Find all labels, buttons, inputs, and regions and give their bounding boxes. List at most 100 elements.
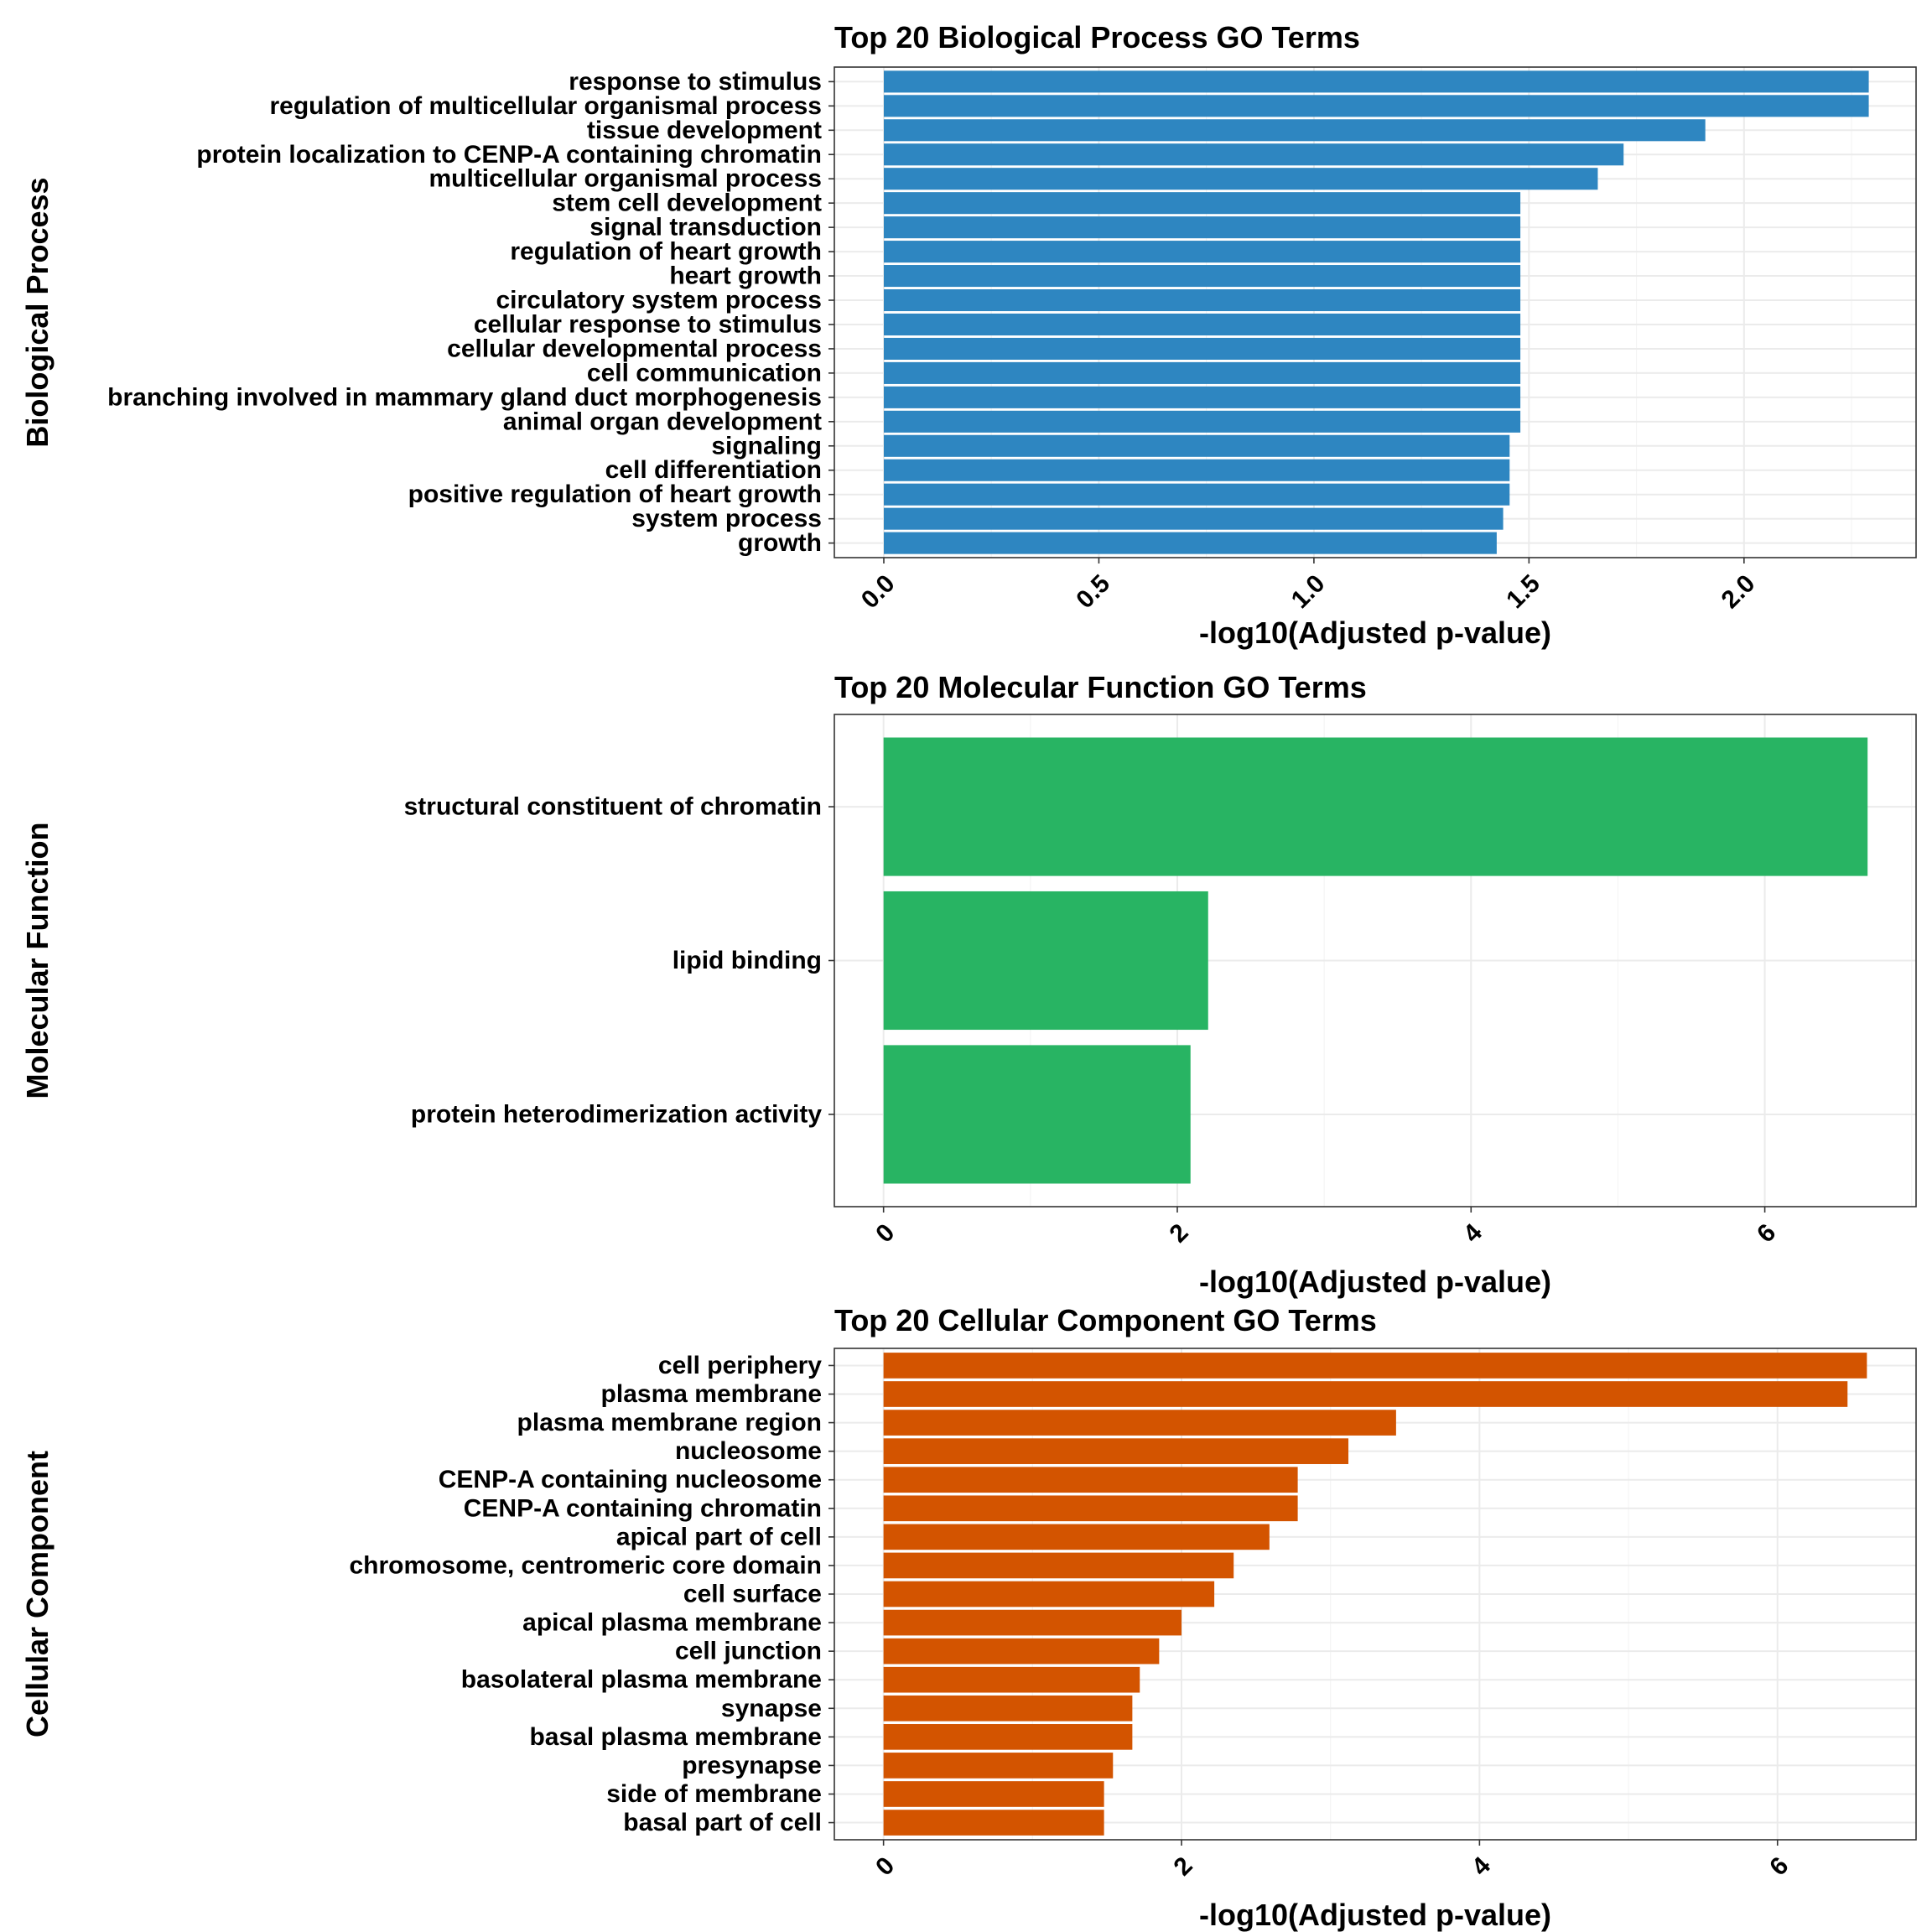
biological-process-category-label: circulatory system process bbox=[496, 287, 822, 314]
cellular-component-category-label: basolateral plasma membrane bbox=[461, 1666, 822, 1694]
cellular-component-category-label: CENP-A containing nucleosome bbox=[439, 1466, 822, 1493]
biological-process-y-axis-title: Biological Process bbox=[20, 177, 55, 447]
cellular-component-category-label: cell periphery bbox=[658, 1352, 822, 1379]
biological-process-bar bbox=[883, 337, 1521, 360]
molecular-function-x-tick-label: 6 bbox=[1752, 1218, 1781, 1248]
biological-process-bar bbox=[883, 265, 1521, 288]
biological-process-bar bbox=[883, 119, 1706, 142]
biological-process-x-tick-label: 1.5 bbox=[1501, 569, 1545, 614]
cellular-component-bar bbox=[883, 1353, 1867, 1379]
cellular-component-category-label: basal part of cell bbox=[623, 1809, 822, 1836]
biological-process-bar bbox=[883, 313, 1521, 336]
biological-process-bar bbox=[883, 143, 1624, 166]
cellular-component-bar bbox=[883, 1381, 1848, 1407]
molecular-function-category-label: protein heterodimerization activity bbox=[411, 1100, 822, 1128]
cellular-component-bar bbox=[883, 1609, 1182, 1636]
biological-process-bar bbox=[883, 386, 1521, 408]
cellular-component-category-label: apical plasma membrane bbox=[522, 1609, 822, 1637]
molecular-function-title: Top 20 Molecular Function GO Terms bbox=[834, 670, 1367, 704]
cellular-component-category-label: CENP-A containing chromatin bbox=[464, 1494, 822, 1522]
biological-process-category-label: cellular response to stimulus bbox=[474, 310, 822, 338]
biological-process-bar bbox=[883, 361, 1521, 384]
molecular-function-x-tick-label: 2 bbox=[1165, 1218, 1194, 1248]
biological-process-category-label: response to stimulus bbox=[569, 68, 822, 96]
biological-process-category-label: animal organ development bbox=[503, 408, 822, 435]
biological-process-bar bbox=[883, 70, 1869, 93]
cellular-component-bar bbox=[883, 1724, 1133, 1750]
biological-process-category-label: growth bbox=[738, 529, 822, 557]
molecular-function-category-label: structural constituent of chromatin bbox=[404, 793, 822, 821]
biological-process-panel-border bbox=[834, 66, 1917, 558]
cellular-component-bar bbox=[883, 1781, 1104, 1807]
biological-process-category-label: regulation of multicellular organismal p… bbox=[270, 92, 823, 120]
biological-process-bar bbox=[883, 288, 1521, 312]
biological-process-category-label: branching involved in mammary gland duct… bbox=[107, 383, 822, 411]
biological-process-title: Top 20 Biological Process GO Terms bbox=[834, 20, 1360, 55]
cellular-component-x-axis-title: -log10(Adjusted p-value) bbox=[1199, 1898, 1551, 1932]
cellular-component-bar bbox=[883, 1410, 1396, 1436]
molecular-function-category-label: lipid binding bbox=[673, 947, 822, 974]
cellular-component-category-label: apical part of cell bbox=[616, 1523, 822, 1550]
cellular-component-category-label: nucleosome bbox=[675, 1437, 822, 1465]
biological-process-category-label: protein localization to CENP-A containin… bbox=[196, 141, 822, 169]
cellular-component-y-axis-title: Cellular Component bbox=[20, 1451, 55, 1737]
molecular-function-x-tick-label: 0 bbox=[870, 1218, 900, 1248]
biological-process-bar bbox=[883, 532, 1497, 554]
cellular-component-bar bbox=[883, 1638, 1160, 1665]
biological-process-category-label: tissue development bbox=[587, 117, 822, 144]
cellular-component-category-label: synapse bbox=[721, 1695, 822, 1722]
cellular-component-x-tick-label: 0 bbox=[870, 1852, 900, 1881]
cellular-component-category-label: presynapse bbox=[682, 1752, 822, 1779]
cellular-component-category-label: plasma membrane bbox=[601, 1380, 822, 1408]
cellular-component-category-label: basal plasma membrane bbox=[529, 1723, 822, 1751]
biological-process-category-label: signal transduction bbox=[589, 214, 822, 242]
biological-process-category-label: regulation of heart growth bbox=[510, 238, 822, 266]
molecular-function-x-axis-title: -log10(Adjusted p-value) bbox=[1199, 1265, 1551, 1299]
cellular-component-x-tick-label: 2 bbox=[1169, 1852, 1198, 1881]
biological-process-category-label: heart growth bbox=[669, 262, 822, 290]
molecular-function-bar bbox=[883, 891, 1208, 1031]
biological-process-bar bbox=[883, 507, 1504, 530]
molecular-function-y-axis-title: Molecular Function bbox=[20, 822, 55, 1098]
biological-process-x-axis-title: -log10(Adjusted p-value) bbox=[1199, 615, 1551, 650]
biological-process-category-label: positive regulation of heart growth bbox=[408, 480, 822, 508]
cellular-component-bar bbox=[883, 1524, 1270, 1550]
cellular-component-bar bbox=[883, 1666, 1140, 1693]
biological-process-category-label: cell differentiation bbox=[605, 456, 822, 484]
biological-process-category-label: stem cell development bbox=[552, 190, 822, 217]
cellular-component-x-tick-label: 6 bbox=[1764, 1852, 1794, 1881]
biological-process-x-tick-label: 2.0 bbox=[1716, 569, 1761, 614]
biological-process-bar bbox=[883, 459, 1510, 481]
molecular-function-panel: structural constituent of chromatin lipid… bbox=[20, 670, 1917, 1299]
biological-process-bar bbox=[883, 95, 1869, 117]
biological-process-x-tick-label: 1.0 bbox=[1286, 569, 1331, 614]
cellular-component-bar bbox=[883, 1695, 1133, 1722]
cellular-component-category-label: plasma membrane region bbox=[517, 1409, 822, 1436]
molecular-function-bar bbox=[883, 1045, 1191, 1184]
biological-process-category-label: signaling bbox=[711, 432, 822, 460]
molecular-function-bar bbox=[883, 737, 1868, 876]
cellular-component-category-label: side of membrane bbox=[606, 1780, 822, 1808]
biological-process-bar bbox=[883, 434, 1510, 457]
biological-process-category-label: multicellular organismal process bbox=[428, 165, 822, 193]
cellular-component-category-label: cell surface bbox=[683, 1581, 822, 1608]
biological-process-bar bbox=[883, 483, 1510, 506]
cellular-component-bar bbox=[883, 1810, 1104, 1836]
cellular-component-category-label: cell junction bbox=[675, 1638, 822, 1665]
cellular-component-category-label: chromosome, centromeric core domain bbox=[350, 1551, 823, 1579]
cellular-component-title: Top 20 Cellular Component GO Terms bbox=[834, 1303, 1377, 1337]
biological-process-bar bbox=[883, 410, 1521, 433]
molecular-function-x-tick-label: 4 bbox=[1458, 1218, 1488, 1248]
cellular-component-x-tick-label: 4 bbox=[1467, 1852, 1496, 1881]
cellular-component-bar bbox=[883, 1495, 1298, 1522]
cellular-component-bar bbox=[883, 1467, 1298, 1493]
biological-process-x-tick-label: 0.0 bbox=[856, 569, 901, 614]
cellular-component-bar bbox=[883, 1438, 1349, 1464]
biological-process-category-label: system process bbox=[631, 505, 822, 532]
cellular-component-bar bbox=[883, 1753, 1114, 1779]
cellular-component-bar bbox=[883, 1552, 1234, 1579]
biological-process-category-label: cellular developmental process bbox=[447, 335, 822, 362]
